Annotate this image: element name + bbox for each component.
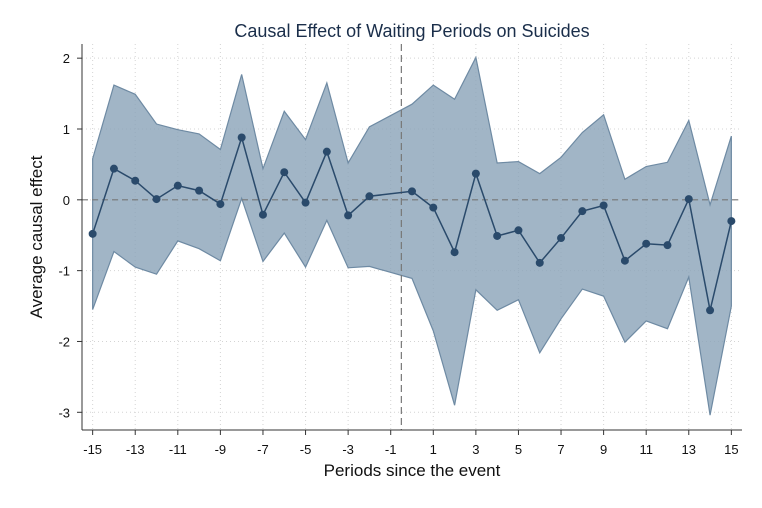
y-tick-label-1: -2 bbox=[58, 334, 70, 349]
x-tick-label-9: 3 bbox=[472, 442, 479, 457]
chart-title: Causal Effect of Waiting Periods on Suic… bbox=[234, 21, 589, 41]
estimate-point-22 bbox=[578, 207, 587, 216]
x-tick-label-10: 5 bbox=[515, 442, 522, 457]
x-tick-label-14: 13 bbox=[682, 442, 696, 457]
x-axis-ticks: -15 -13 -11 -9 -7 -5 -3 -1 1 3 5 7 9 11 13 15 bbox=[83, 430, 739, 457]
estimate-point-20 bbox=[535, 258, 544, 267]
estimate-point-23 bbox=[599, 201, 608, 210]
estimate-point-6 bbox=[216, 200, 225, 209]
x-tick-label-0: -15 bbox=[83, 442, 102, 457]
estimate-point-0 bbox=[88, 229, 97, 238]
estimate-point-16 bbox=[450, 248, 459, 257]
estimate-point-26 bbox=[663, 241, 672, 250]
x-tick-label-4: -7 bbox=[257, 442, 269, 457]
estimate-point-19 bbox=[514, 226, 523, 235]
x-tick-label-8: 1 bbox=[430, 442, 437, 457]
x-tick-label-3: -9 bbox=[215, 442, 227, 457]
x-tick-label-5: -5 bbox=[300, 442, 312, 457]
estimate-point-3 bbox=[152, 195, 161, 204]
estimate-point-5 bbox=[195, 186, 204, 195]
estimate-point-8 bbox=[258, 210, 267, 219]
x-tick-label-11: 7 bbox=[557, 442, 564, 457]
x-tick-label-7: -1 bbox=[385, 442, 397, 457]
x-tick-label-2: -11 bbox=[169, 442, 187, 457]
estimate-point-13 bbox=[365, 192, 374, 201]
y-axis-label: Average causal effect bbox=[27, 155, 46, 318]
estimate-point-15 bbox=[429, 203, 438, 212]
estimate-point-17 bbox=[471, 169, 480, 178]
y-tick-label-0: -3 bbox=[58, 405, 70, 420]
x-tick-label-15: 15 bbox=[724, 442, 738, 457]
x-axis-label: Periods since the event bbox=[324, 461, 501, 480]
axes bbox=[81, 44, 742, 431]
estimate-point-25 bbox=[642, 239, 651, 248]
estimate-point-21 bbox=[557, 234, 566, 243]
estimate-point-29 bbox=[727, 217, 736, 226]
estimate-points bbox=[88, 133, 736, 315]
estimate-point-14 bbox=[408, 187, 416, 196]
y-tick-label-3: 0 bbox=[63, 193, 70, 208]
estimate-point-28 bbox=[706, 306, 715, 315]
x-tick-label-13: 11 bbox=[639, 442, 653, 457]
confidence-band bbox=[92, 55, 732, 416]
y-tick-label-4: 1 bbox=[63, 122, 70, 137]
estimate-point-2 bbox=[131, 176, 140, 185]
estimate-point-11 bbox=[322, 147, 331, 156]
x-tick-label-1: -13 bbox=[126, 442, 145, 457]
y-tick-label-5: 2 bbox=[63, 51, 70, 66]
estimate-point-27 bbox=[684, 195, 693, 204]
estimate-point-4 bbox=[173, 181, 182, 190]
y-axis-ticks: -3 -2 -1 0 1 2 bbox=[58, 51, 82, 420]
estimate-point-18 bbox=[493, 231, 502, 240]
x-tick-label-6: -3 bbox=[342, 442, 354, 457]
estimate-point-10 bbox=[301, 198, 310, 207]
x-tick-label-12: 9 bbox=[600, 442, 607, 457]
estimate-point-12 bbox=[344, 211, 353, 220]
estimate-point-24 bbox=[620, 256, 629, 265]
estimate-point-9 bbox=[280, 168, 289, 177]
estimate-point-1 bbox=[109, 164, 118, 173]
y-tick-label-2: -1 bbox=[58, 264, 70, 279]
estimate-point-7 bbox=[237, 133, 246, 142]
